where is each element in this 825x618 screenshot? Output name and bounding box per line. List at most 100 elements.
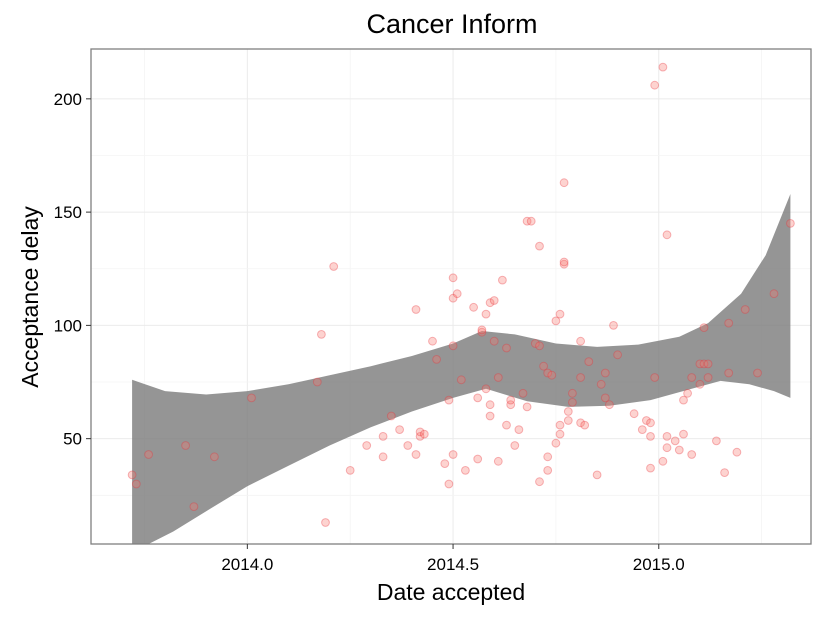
data-point [411,450,421,459]
data-point [559,259,569,269]
data-point [600,368,610,378]
y-tick-label: 200 [54,90,82,109]
data-point [502,343,511,353]
y-tick-label: 100 [54,316,82,335]
x-axis: 2014.0 2014.5 2015.0 [221,544,685,574]
confidence-band-layer [132,194,791,544]
data-point [592,470,602,480]
data-point [317,330,326,339]
data-point [662,443,672,453]
data-point [481,384,491,394]
data-point [444,395,454,405]
data-point [543,466,553,475]
data-point [448,450,458,459]
data-point [415,427,425,437]
data-point [498,275,507,285]
data-point [378,432,388,441]
data-point [629,409,639,419]
data-point [493,373,503,382]
data-point [642,416,651,425]
data-point [210,452,219,462]
data-point [535,341,544,351]
data-point [658,456,668,466]
data-point [753,368,762,378]
x-tick-label: 2014.5 [427,555,479,574]
data-point [539,361,548,371]
data-point [695,379,705,389]
points-layer [127,62,795,527]
data-point [448,273,458,283]
y-axis-title: Acceptance delay [17,206,43,388]
data-point [448,293,458,303]
data-point [506,395,516,405]
data-point [543,452,553,462]
data-point [469,302,479,312]
data-point [650,373,660,382]
data-point [415,432,425,441]
data-point [362,441,372,450]
data-point [131,479,141,489]
confidence-band [132,194,791,544]
x-axis-title: Date accepted [377,579,525,605]
data-point [559,178,569,188]
data-point [596,379,606,389]
data-point [432,355,442,364]
data-point [547,370,557,380]
data-point [712,436,721,446]
data-point [502,420,511,430]
data-point [127,470,137,480]
data-point [662,432,672,441]
data-point [477,325,487,335]
data-point [650,80,660,90]
data-point [637,425,647,435]
x-tick-label: 2014.0 [221,555,273,574]
data-point [568,388,577,398]
data-point [674,445,684,455]
data-point [662,230,672,240]
data-point [724,318,734,328]
data-point [518,388,528,398]
data-point [605,400,614,410]
data-point [551,438,561,448]
data-point [189,502,199,512]
chart-title: Cancer Inform [366,9,537,39]
data-point [485,298,495,308]
data-point [526,216,536,226]
data-point [456,375,466,385]
data-point [613,350,622,360]
data-point [473,454,483,464]
y-tick-label: 50 [63,430,82,449]
data-point [646,418,655,428]
data-point [378,452,388,462]
data-point [646,432,655,441]
data-point [535,241,544,251]
data-point [461,466,470,475]
data-point [485,400,495,410]
data-point [576,418,585,428]
plot-panel-border [90,48,812,545]
data-point [580,420,590,430]
data-point [411,305,421,314]
y-axis: 50 100 150 200 [54,90,91,449]
data-point [489,336,499,346]
data-point [395,425,405,435]
data-point [568,398,577,407]
y-tick-label: 150 [54,203,82,222]
data-point [448,341,458,351]
data-point [563,407,573,416]
data-point [740,305,750,314]
data-point [555,309,565,319]
data-point [444,479,454,489]
data-point [428,336,437,346]
data-point [563,416,573,425]
data-point [699,323,709,333]
data-point [600,393,610,403]
data-point [321,518,330,527]
data-point [555,420,565,430]
data-point [481,309,491,319]
data-point [181,441,191,450]
data-point [724,368,734,378]
data-point [695,359,705,369]
data-point [329,262,339,271]
data-point [679,395,688,405]
